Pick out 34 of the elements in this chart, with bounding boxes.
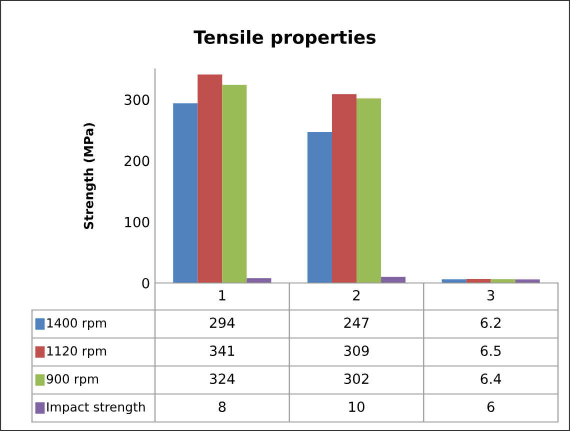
data-label: 309: [344, 346, 369, 356]
data-label: 6: [487, 402, 494, 412]
x-tick-label: 1: [219, 290, 226, 300]
bar: [381, 276, 406, 283]
x-tick-label: 3: [487, 290, 494, 301]
legend-label: 1120 rpm: [47, 346, 106, 358]
data-label: 6.2: [480, 318, 500, 328]
data-label: 341: [210, 346, 234, 356]
y-tick-label: 300: [124, 94, 150, 106]
data-label: 302: [344, 374, 368, 384]
legend-label: 900 rpm: [46, 374, 98, 386]
y-axis-title: Strength (MPa): [84, 123, 96, 230]
bar: [198, 74, 222, 283]
chart-title: Tensile properties: [194, 30, 376, 48]
bar: [173, 103, 198, 283]
x-tick-label: 2: [353, 290, 360, 300]
bar: [222, 84, 247, 283]
bar: [356, 98, 382, 283]
y-tick-label: 100: [125, 216, 150, 228]
bar: [442, 279, 466, 283]
data-label: 294: [210, 318, 235, 328]
y-tick-label: 200: [124, 156, 150, 166]
data-label: 8: [218, 402, 226, 412]
bar: [246, 278, 272, 283]
y-tick-label: 0: [142, 278, 150, 288]
data-label: 6.4: [480, 374, 502, 384]
data-label: 324: [210, 374, 235, 384]
bar: [332, 94, 356, 283]
data-label: 6.5: [480, 346, 501, 356]
bar: [307, 132, 332, 283]
data-label: 247: [344, 318, 369, 328]
legend-label: Impact strength: [47, 402, 145, 414]
legend-label: 1400 rpm: [47, 318, 106, 330]
data-label: 10: [349, 402, 364, 412]
